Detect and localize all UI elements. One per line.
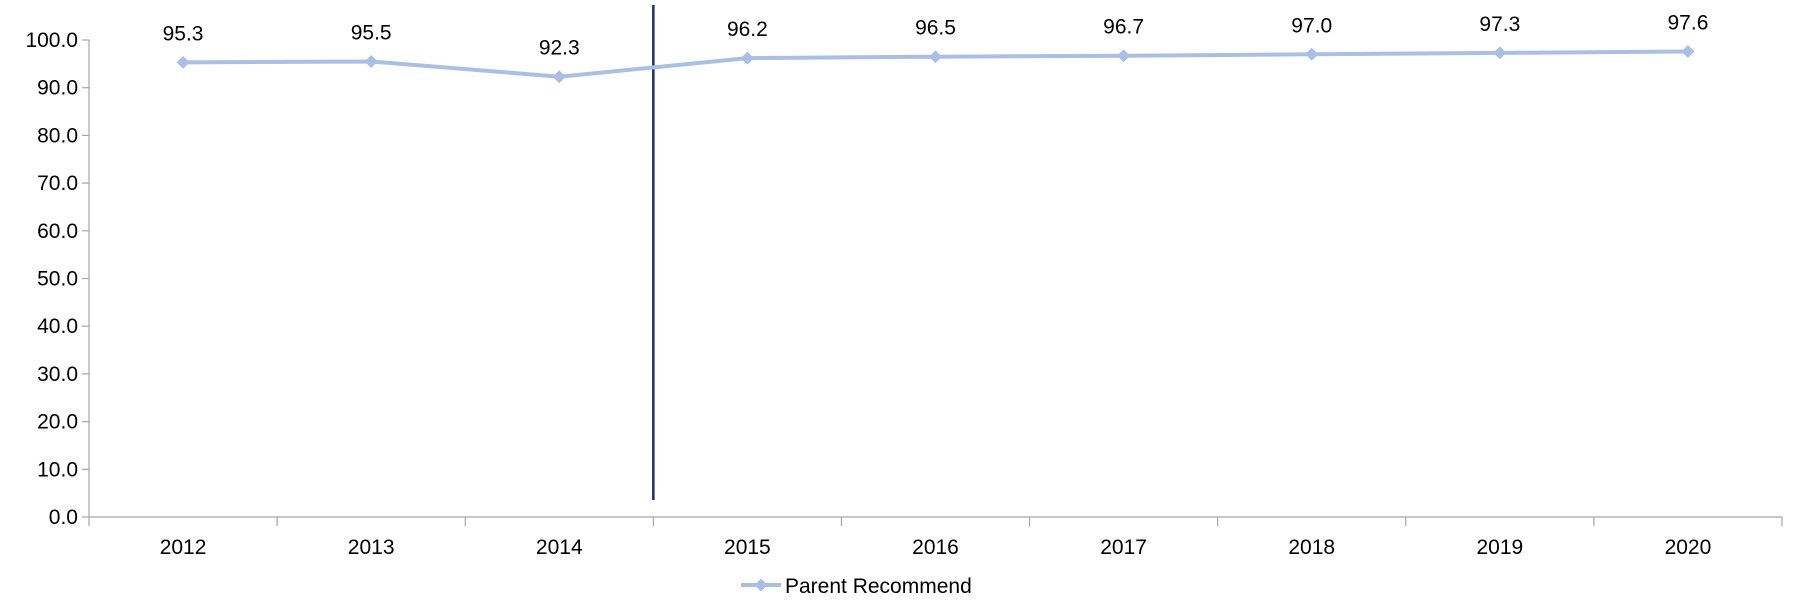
y-tick-label: 40.0 [37,315,78,338]
data-label: 97.0 [1291,14,1332,37]
x-axis: 2012 2013 2014 2015 2016 2017 2018 2019 2020 [88,516,1783,559]
data-label: 97.3 [1479,13,1520,36]
x-tick-label: 2013 [348,536,395,559]
y-tick-label: 0.0 [49,506,78,529]
data-label: 97.6 [1668,11,1709,34]
data-point-marker [1493,46,1507,60]
x-tick-label: 2017 [1100,536,1147,559]
y-tick-label: 30.0 [37,363,78,386]
y-tick-label: 50.0 [37,268,78,291]
y-tick-label: 90.0 [37,77,78,100]
data-label: 96.7 [1103,16,1144,39]
data-point-marker [1681,44,1695,58]
data-point-marker [552,70,566,84]
data-point-marker [364,54,378,68]
legend-label: Parent Recommend [785,575,972,598]
x-tick-label: 2015 [724,536,771,559]
y-tick-label: 70.0 [37,172,78,195]
data-point-marker [929,50,942,64]
data-point-marker [1305,47,1319,61]
y-tick-label: 80.0 [37,124,78,147]
x-tick-label: 2018 [1288,536,1335,559]
data-point-marker [1117,49,1131,63]
y-tick-label: 20.0 [37,411,78,434]
legend: Parent Recommend [741,575,972,598]
x-tick-label: 2020 [1665,536,1712,559]
data-labels-layer: 95.3 95.5 92.3 96.2 96.5 96.7 97.0 97.3 97.6 [163,11,1709,59]
x-tick-label: 2012 [160,536,207,559]
data-label: 95.3 [163,22,204,45]
y-tick-label: 10.0 [37,458,78,481]
data-point-marker [740,51,754,65]
data-label: 92.3 [539,37,580,60]
y-tick-label: 60.0 [37,220,78,243]
series-layer [176,44,1695,84]
data-label: 95.5 [351,21,392,44]
data-label: 96.5 [915,17,956,40]
y-axis: 0.0 10.0 20.0 30.0 40.0 50.0 60.0 70.0 80.0 90.0 1… [25,29,90,529]
x-tick-label: 2016 [912,536,959,559]
legend-marker-swatch [754,578,768,592]
x-tick-label: 2019 [1476,536,1523,559]
y-tick-label: 100.0 [25,29,78,52]
data-point-marker [176,55,190,69]
data-label: 96.2 [727,18,768,41]
x-tick-label: 2014 [536,536,583,559]
